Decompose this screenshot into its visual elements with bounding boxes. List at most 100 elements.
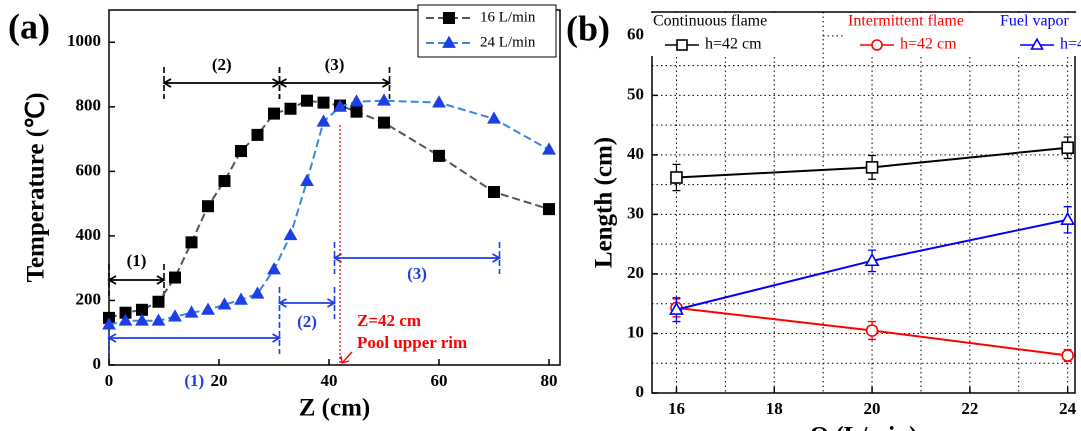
region-label: (1) (184, 371, 204, 390)
marker (443, 12, 455, 24)
panel-label: (b) (566, 8, 610, 48)
rim-arrow (340, 351, 353, 364)
x-axis-label: Z (cm) (299, 395, 371, 422)
marker (1061, 141, 1074, 155)
legend-label: h=42 cm (1060, 36, 1081, 53)
marker (670, 171, 683, 184)
marker (151, 313, 166, 326)
x-tick-label: 0 (105, 371, 114, 390)
marker (268, 107, 280, 120)
marker (864, 252, 880, 267)
legend-group: Continuous flame (653, 13, 767, 30)
marker (168, 309, 182, 322)
plot-frame (651, 11, 1076, 394)
y-tick-label: 1000 (67, 31, 101, 50)
marker (152, 295, 165, 308)
rim-label: Z=42 cm (357, 311, 421, 330)
region-label: (2) (297, 312, 317, 331)
panel-label: (a) (8, 6, 50, 46)
y-tick-label: 800 (76, 96, 102, 115)
marker (542, 142, 556, 155)
marker (202, 200, 214, 213)
legend-group: Fuel vapor (1000, 13, 1070, 30)
marker (333, 99, 347, 112)
y-tick-label: 0 (636, 382, 645, 401)
region-arrow (277, 298, 337, 308)
region-arrow (277, 78, 392, 88)
y-tick-label: 0 (93, 354, 102, 373)
legend-label: 16 L/min (480, 9, 536, 25)
y-tick-label: 60 (627, 25, 644, 44)
region-arrow (332, 253, 502, 263)
x-tick-label: 18 (766, 399, 783, 418)
region-arrow (107, 333, 282, 343)
marker (118, 313, 133, 326)
y-tick-label: 400 (76, 225, 102, 244)
marker (283, 227, 298, 241)
y-tick-label: 200 (76, 289, 102, 308)
legend-label: h=42 cm (705, 36, 762, 53)
region-label: (2) (212, 55, 232, 74)
marker (865, 324, 879, 337)
marker (135, 313, 149, 326)
series-line (108, 99, 550, 319)
marker (543, 203, 555, 216)
legend-group: Intermittent flame (848, 13, 964, 30)
marker (300, 173, 314, 186)
region-label: (3) (407, 264, 427, 283)
marker (865, 161, 879, 174)
marker (433, 149, 445, 162)
marker (1061, 349, 1074, 362)
y-axis-label: Temperature (℃) (23, 93, 50, 283)
series-line (108, 99, 550, 326)
y-tick-label: 30 (627, 203, 644, 222)
marker (317, 96, 330, 109)
y-tick-label: 10 (627, 322, 644, 341)
marker (234, 292, 248, 305)
legend-label: h=42 cm (900, 36, 957, 53)
plot-frame (108, 9, 561, 366)
marker (284, 102, 297, 115)
marker (235, 145, 247, 158)
marker (377, 93, 391, 106)
marker (218, 175, 231, 188)
legend-box (417, 4, 557, 58)
x-axis-label: Q (L/min) (810, 423, 918, 431)
x-tick-label: 16 (668, 399, 685, 418)
y-tick-label: 40 (627, 144, 644, 163)
x-tick-label: 24 (1059, 399, 1077, 418)
marker (1030, 37, 1044, 50)
marker (487, 111, 501, 124)
region-label: (3) (325, 55, 345, 74)
region-label: (1) (127, 251, 147, 270)
x-tick-label: 22 (961, 399, 978, 418)
marker (185, 236, 198, 249)
x-tick-label: 40 (321, 371, 338, 390)
marker (316, 114, 331, 127)
marker (184, 305, 199, 318)
marker (201, 302, 215, 315)
marker (267, 262, 281, 275)
region-arrow (162, 78, 282, 88)
marker (676, 39, 688, 51)
y-tick-label: 50 (627, 84, 644, 103)
x-tick-label: 20 (864, 399, 881, 418)
marker (301, 94, 313, 107)
y-tick-label: 20 (627, 263, 644, 282)
rim-label: Pool upper rim (357, 333, 467, 352)
marker (349, 94, 364, 107)
marker (378, 116, 390, 129)
marker (442, 35, 456, 48)
x-tick-label: 60 (431, 371, 448, 390)
marker (102, 317, 116, 330)
marker (169, 271, 181, 284)
marker (217, 297, 232, 310)
marker (432, 95, 446, 108)
marker (488, 186, 500, 199)
legend-label: 24 L/min (480, 34, 536, 50)
marker (669, 301, 684, 315)
marker (251, 128, 264, 141)
region-arrow (107, 275, 166, 285)
